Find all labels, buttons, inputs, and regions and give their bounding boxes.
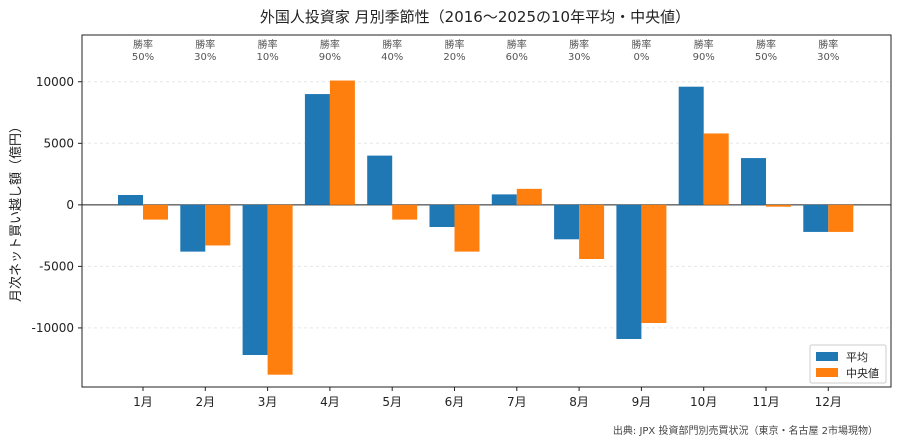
x-tick-label: 12月 <box>815 395 842 409</box>
y-tick-label: 5000 <box>43 136 74 150</box>
bar-mean-7 <box>491 194 517 205</box>
x-tick-label: 10月 <box>690 395 717 409</box>
win-rate-title: 勝率 <box>569 38 589 51</box>
win-rate-value: 90% <box>693 52 715 63</box>
y-tick-label: 0 <box>66 198 74 212</box>
y-tick-label: -10000 <box>31 321 74 335</box>
win-rate-title: 勝率 <box>507 38 527 51</box>
bar-median-10 <box>703 133 729 205</box>
legend-label: 平均 <box>846 351 868 364</box>
x-axis-ticks: 1月 2月 3月 4月 5月 6月 7月 8月 9月 10月 11月 12月 <box>133 387 842 409</box>
win-rate-title: 勝率 <box>818 38 838 51</box>
win-rate-title: 勝率 <box>320 38 340 51</box>
win-rate-title: 勝率 <box>195 38 215 51</box>
bar-mean-11 <box>741 158 766 205</box>
win-rate-value: 50% <box>755 52 777 63</box>
win-rate-title: 勝率 <box>258 38 278 51</box>
x-tick-label: 7月 <box>507 395 527 409</box>
x-tick-label: 1月 <box>133 395 153 409</box>
win-rate-title: 勝率 <box>382 38 402 51</box>
bar-mean-12 <box>803 204 829 232</box>
bar-mean-5 <box>367 155 393 205</box>
win-rate-value: 0% <box>633 52 649 63</box>
x-tick-label: 6月 <box>445 395 465 409</box>
win-rate-value: 90% <box>319 52 341 63</box>
chart-title: 外国人投資家 月別季節性（2016～2025の10年平均・中央値） <box>260 8 690 26</box>
x-tick-label: 11月 <box>752 395 779 409</box>
win-rate-title: 勝率 <box>694 38 714 51</box>
y-tick-label: 10000 <box>36 75 74 89</box>
bar-mean-9 <box>616 204 642 339</box>
win-rate-title: 勝率 <box>631 38 651 51</box>
bar-mean-6 <box>429 204 455 227</box>
bar-mean-3 <box>242 204 268 355</box>
y-axis-label: 月次ネット買い越し額（億円） <box>8 120 24 302</box>
win-rate-value: 20% <box>443 52 465 63</box>
win-rate-value: 30% <box>194 52 216 63</box>
bar-median-7 <box>516 188 542 205</box>
win-rate-value: 30% <box>817 52 839 63</box>
x-tick-label: 9月 <box>632 395 652 409</box>
legend-swatch <box>816 352 838 361</box>
bar-median-2 <box>205 204 231 246</box>
bar-median-11 <box>766 204 791 207</box>
x-tick-label: 3月 <box>258 395 278 409</box>
bar-median-6 <box>454 204 480 252</box>
win-rate-value: 10% <box>256 52 278 63</box>
bar-median-12 <box>828 204 854 232</box>
y-tick-label: -5000 <box>39 259 74 273</box>
win-rate-title: 勝率 <box>133 38 153 51</box>
bar-median-9 <box>641 204 667 323</box>
win-rate-value: 30% <box>568 52 590 63</box>
legend-swatch <box>816 368 838 377</box>
win-rate-value: 40% <box>381 52 403 63</box>
bar-mean-2 <box>180 204 206 252</box>
bar-median-8 <box>579 204 605 259</box>
legend-label: 中央値 <box>846 367 879 380</box>
bar-median-1 <box>143 204 168 220</box>
x-tick-label: 5月 <box>382 395 402 409</box>
bar-median-3 <box>267 204 293 375</box>
bar-mean-10 <box>678 86 704 205</box>
plot-frame <box>81 34 892 388</box>
win-rate-labels: 勝率50%勝率30%勝率10%勝率90%勝率40%勝率20%勝率60%勝率30%… <box>132 38 840 63</box>
source-note: 出典: JPX 投資部門別売買状況（東京・名古屋 2市場現物） <box>613 424 878 437</box>
x-tick-label: 4月 <box>320 395 340 409</box>
x-tick-label: 8月 <box>569 395 589 409</box>
win-rate-value: 60% <box>506 52 528 63</box>
win-rate-title: 勝率 <box>445 38 465 51</box>
bar-median-4 <box>329 80 355 205</box>
grid <box>82 81 891 329</box>
bar-mean-1 <box>118 195 143 205</box>
bar-mean-8 <box>554 204 580 240</box>
bars <box>118 80 854 375</box>
bar-mean-4 <box>304 94 330 205</box>
y-axis-ticks: 10000 5000 0 -5000 -10000 <box>31 75 82 335</box>
bar-median-5 <box>392 204 418 220</box>
x-tick-label: 2月 <box>195 395 215 409</box>
win-rate-title: 勝率 <box>756 38 776 51</box>
win-rate-value: 50% <box>132 52 154 63</box>
